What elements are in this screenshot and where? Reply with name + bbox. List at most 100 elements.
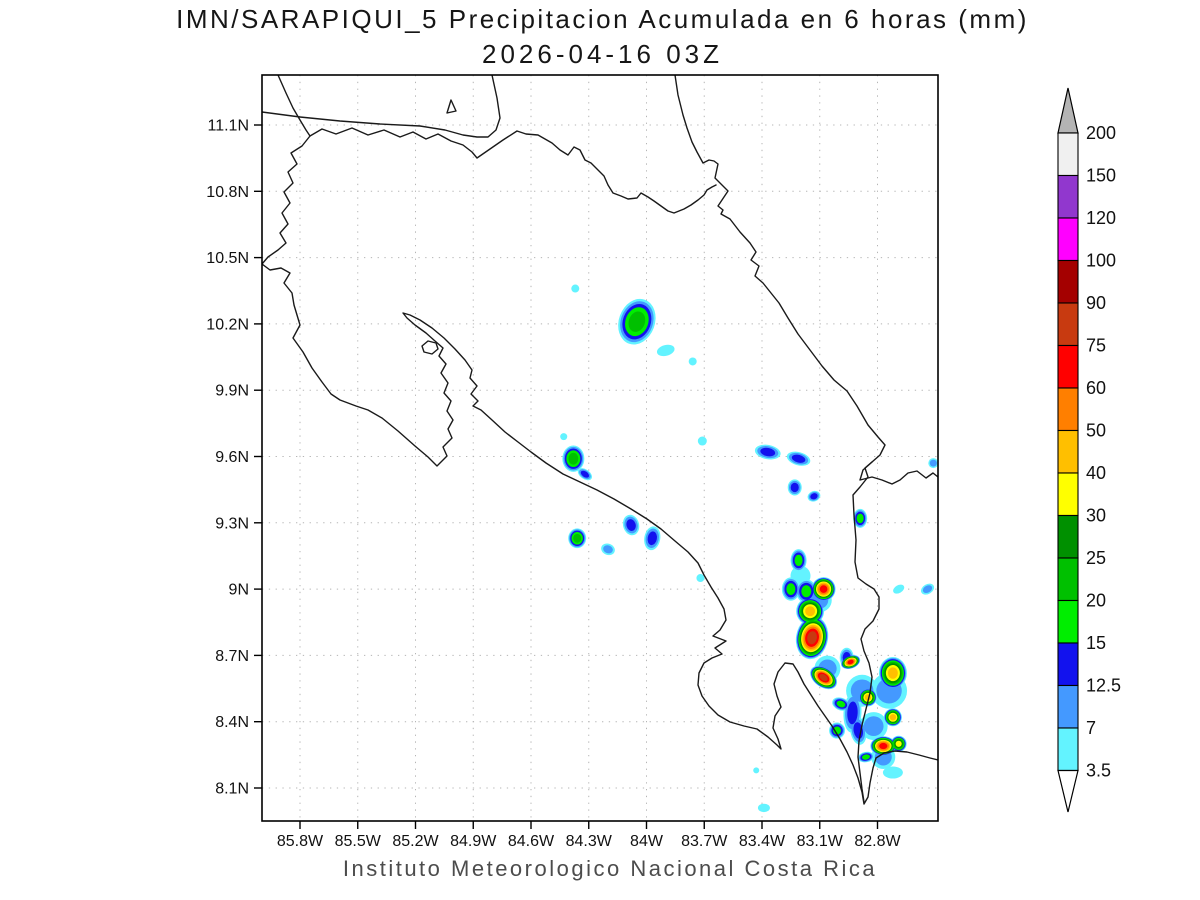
colorbar-level-label: 30 <box>1086 506 1106 526</box>
colorbar-level-label: 20 <box>1086 591 1106 611</box>
precip-contour-cell <box>856 513 864 524</box>
precip-contour-cell <box>810 493 818 500</box>
grid-lines <box>262 75 938 821</box>
colorbar-segment <box>1057 259 1079 304</box>
colorbar-over-arrow <box>1057 87 1079 134</box>
precip-contour-cell <box>922 585 933 593</box>
map-frame <box>261 74 939 822</box>
precip-contour-cell <box>790 565 811 586</box>
footer-caption: Instituto Meteorologico Nacional Costa R… <box>342 856 878 881</box>
precip-contour-cell <box>580 470 590 478</box>
precip-contour-cell <box>571 284 580 293</box>
colorbar-segment <box>1057 557 1079 602</box>
x-tick-label: 84.3W <box>566 833 613 850</box>
colorbar-level-label: 60 <box>1086 378 1106 398</box>
y-tick-label: 11.1N <box>207 118 249 135</box>
colorbar-segment <box>1057 344 1079 389</box>
precip-contour-cell <box>893 584 905 594</box>
precip-contour-cell <box>895 740 902 747</box>
colorbar-segment <box>1057 429 1079 474</box>
colorbar-segment <box>1057 514 1079 559</box>
colorbar-level-label: 75 <box>1086 336 1106 356</box>
precip-contour-cell <box>656 344 675 357</box>
x-tick-label: 82.8W <box>854 833 901 850</box>
precip-contour-cell <box>568 452 579 465</box>
colorbar-segment <box>1057 642 1079 687</box>
precip-contour-cell <box>819 673 828 682</box>
y-tick-label: 9.3N <box>215 515 249 532</box>
colorbar-level-label: 7 <box>1086 718 1096 738</box>
pacific-coastline <box>262 75 938 805</box>
colorbar-segment <box>1057 387 1079 432</box>
precip-contour-cell <box>889 714 897 721</box>
colorbar-level-label: 100 <box>1086 251 1116 271</box>
panama-border <box>852 461 880 803</box>
colorbar-segment <box>1057 174 1079 219</box>
precip-contour-cell <box>882 766 903 779</box>
precip-contour-cell <box>603 545 613 554</box>
colorbar-segment <box>1057 727 1079 772</box>
precip-contour-cell <box>801 585 812 598</box>
precip-contour-cell <box>879 742 888 750</box>
plot-title-block: IMN/SARAPIQUI_5 Precipitacion Acumulada … <box>0 4 1200 70</box>
precip-contour-cell <box>791 454 806 463</box>
colorbar-segment <box>1057 217 1079 262</box>
colorbar-segment <box>1057 599 1079 644</box>
precip-contour-cell <box>697 436 707 446</box>
colorbar-level-label: 3.5 <box>1086 761 1111 781</box>
colorbar: 200 150 120 100 90 75 60 50 40 30 25 20 15 12.5 7 3.5 <box>1057 87 1121 813</box>
y-tick-label: 9.9N <box>215 383 249 400</box>
x-tick-label: 85.5W <box>335 833 382 850</box>
colorbar-level-label: 50 <box>1086 421 1106 441</box>
precip-contour-cell <box>688 357 697 366</box>
precip-contour-cell <box>833 726 842 735</box>
precip-contour-cell <box>760 447 776 457</box>
colorbar-level-label: 15 <box>1086 633 1106 653</box>
x-tick-label: 84W <box>630 833 664 850</box>
plot-title: IMN/SARAPIQUI_5 Precipitacion Acumulada … <box>176 4 1029 34</box>
precip-contour-cell <box>560 433 568 441</box>
precip-contour-cell <box>847 659 854 665</box>
precipitation-contours <box>560 284 938 813</box>
x-tick-label: 85.8W <box>277 833 324 850</box>
colorbar-level-label: 150 <box>1086 166 1116 186</box>
precip-contour-cell <box>807 631 817 645</box>
x-tick-label: 83.4W <box>739 833 786 850</box>
chira-island <box>421 340 439 355</box>
colorbar-segment <box>1057 684 1079 729</box>
axes-ticks-labels: 85.8W 85.5W 85.2W 84.9W 84.6W 84.3W 84W 83.7W 83… <box>206 118 901 851</box>
precip-contour-cell <box>847 701 858 725</box>
colorbar-level-label: 90 <box>1086 293 1106 313</box>
y-tick-label: 8.4N <box>215 714 249 731</box>
caribbean-coastline <box>674 75 938 485</box>
precip-contour-cell <box>696 574 705 583</box>
precip-contour-cell <box>805 606 816 617</box>
precip-contour-cell <box>790 482 799 493</box>
y-tick-label: 10.5N <box>206 250 249 267</box>
y-tick-label: 8.1N <box>215 781 249 798</box>
precip-contour-cell <box>647 531 657 546</box>
precip-contour-cell <box>836 700 846 708</box>
colorbar-segment <box>1057 132 1079 177</box>
x-tick-label: 83.7W <box>681 833 728 850</box>
colorbar-level-label: 25 <box>1086 548 1106 568</box>
precip-contour-cell <box>929 459 937 467</box>
y-tick-label: 9N <box>229 582 249 599</box>
lake-nicaragua-shore <box>262 75 501 138</box>
x-tick-label: 83.1W <box>797 833 844 850</box>
precip-contour-cell <box>819 585 828 593</box>
y-tick-label: 10.2N <box>206 316 249 333</box>
colorbar-level-label: 40 <box>1086 463 1106 483</box>
y-tick-label: 9.6N <box>215 449 249 466</box>
colorbar-level-label: 200 <box>1086 123 1116 143</box>
precip-contour-cell <box>863 716 884 737</box>
y-tick-label: 10.8N <box>206 184 249 201</box>
precip-contour-cell <box>753 767 760 774</box>
colorbar-level-label: 120 <box>1086 208 1116 228</box>
colorbar-segment <box>1057 302 1079 347</box>
x-tick-label: 84.9W <box>450 833 497 850</box>
precip-contour-cell <box>794 554 803 566</box>
x-tick-label: 85.2W <box>392 833 439 850</box>
